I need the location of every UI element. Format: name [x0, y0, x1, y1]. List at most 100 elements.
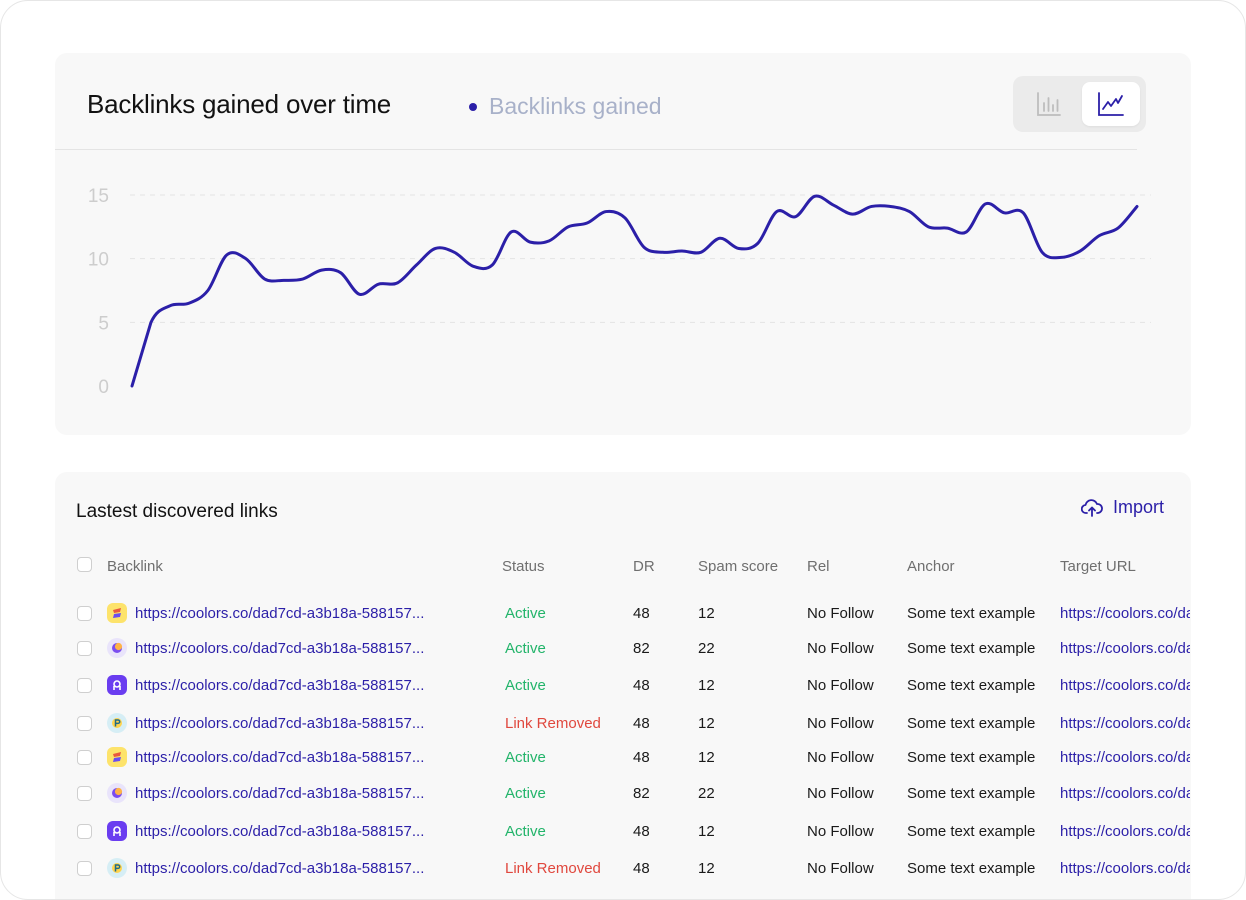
select-all-checkbox[interactable] — [77, 557, 92, 572]
spam-score-value: 12 — [698, 715, 715, 732]
row-checkbox[interactable] — [77, 606, 92, 621]
chart-header-divider — [55, 149, 1137, 150]
dr-value: 82 — [633, 640, 650, 657]
column-header-backlink[interactable]: Backlink — [107, 558, 163, 575]
target-url-link[interactable]: https://coolors.co/dad7cd — [1060, 605, 1190, 622]
spam-score-value: 22 — [698, 785, 715, 802]
anchor-text: Some text example — [907, 677, 1036, 694]
dr-value: 82 — [633, 785, 650, 802]
row-checkbox[interactable] — [77, 641, 92, 656]
anchor-text: Some text example — [907, 823, 1036, 840]
backlink-url-link[interactable]: https://coolors.co/dad7cd-a3b18a-588157.… — [135, 640, 425, 657]
target-url-link[interactable]: https://coolors.co/dad7cd — [1060, 640, 1190, 657]
y-tick-label: 10 — [88, 250, 109, 271]
target-url-link[interactable]: https://coolors.co/dad7cd — [1060, 677, 1190, 694]
rel-value: No Follow — [807, 749, 874, 766]
backlink-url-link[interactable]: https://coolors.co/dad7cd-a3b18a-588157.… — [135, 715, 425, 732]
dr-value: 48 — [633, 677, 650, 694]
line-chart-icon — [1098, 92, 1124, 116]
yellow-logo-icon — [107, 747, 127, 767]
column-header-target-url[interactable]: Target URL — [1060, 558, 1136, 575]
links-table-card: Lastest discovered links Import Backlink… — [55, 472, 1191, 899]
bar-chart-icon — [1037, 92, 1061, 116]
status-text: Link Removed — [505, 860, 601, 877]
status-text: Active — [505, 785, 546, 802]
dr-value: 48 — [633, 823, 650, 840]
anchor-text: Some text example — [907, 860, 1036, 877]
dr-value: 48 — [633, 749, 650, 766]
spam-score-value: 12 — [698, 823, 715, 840]
anchor-text: Some text example — [907, 749, 1036, 766]
rel-value: No Follow — [807, 677, 874, 694]
backlink-url-link[interactable]: https://coolors.co/dad7cd-a3b18a-588157.… — [135, 823, 425, 840]
table-row[interactable]: https://coolors.co/dad7cd-a3b18a-588157.… — [55, 854, 1191, 884]
backlink-url-link[interactable]: https://coolors.co/dad7cd-a3b18a-588157.… — [135, 605, 425, 622]
table-row[interactable]: https://coolors.co/dad7cd-a3b18a-588157.… — [55, 671, 1191, 701]
spam-score-value: 12 — [698, 605, 715, 622]
spam-score-value: 22 — [698, 640, 715, 657]
y-tick-label: 0 — [98, 377, 109, 398]
spam-score-value: 12 — [698, 860, 715, 877]
target-url-link[interactable]: https://coolors.co/dad7cd — [1060, 860, 1190, 877]
status-text: Active — [505, 640, 546, 657]
target-url-link[interactable]: https://coolors.co/dad7cd — [1060, 715, 1190, 732]
row-checkbox[interactable] — [77, 824, 92, 839]
series-line-backlinks-gained — [130, 194, 1139, 388]
yellow-logo-icon — [107, 603, 127, 623]
line-chart: 0 5 10 15 — [88, 186, 1151, 398]
cloud-upload-icon — [1080, 498, 1103, 517]
column-header-spam-score[interactable]: Spam score — [698, 558, 779, 575]
column-header-status[interactable]: Status — [502, 558, 545, 575]
target-url-link[interactable]: https://coolors.co/dad7cd — [1060, 749, 1190, 766]
chart-legend[interactable]: Backlinks gained — [469, 93, 662, 120]
row-checkbox[interactable] — [77, 716, 92, 731]
table-row[interactable]: https://coolors.co/dad7cd-a3b18a-588157.… — [55, 709, 1191, 739]
rel-value: No Follow — [807, 785, 874, 802]
table-title: Lastest discovered links — [76, 501, 278, 522]
rel-value: No Follow — [807, 715, 874, 732]
status-text: Active — [505, 677, 546, 694]
violet-app-icon — [107, 675, 127, 695]
rel-value: No Follow — [807, 640, 874, 657]
legend-label: Backlinks gained — [489, 93, 662, 119]
status-text: Active — [505, 605, 546, 622]
row-checkbox[interactable] — [77, 786, 92, 801]
status-text: Link Removed — [505, 715, 601, 732]
column-header-rel[interactable]: Rel — [807, 558, 830, 575]
table-row[interactable]: https://coolors.co/dad7cd-a3b18a-588157.… — [55, 599, 1191, 629]
backlink-url-link[interactable]: https://coolors.co/dad7cd-a3b18a-588157.… — [135, 749, 425, 766]
column-header-dr[interactable]: DR — [633, 558, 655, 575]
row-checkbox[interactable] — [77, 750, 92, 765]
import-label: Import — [1112, 497, 1164, 517]
import-button[interactable]: Import — [1080, 497, 1164, 518]
column-header-anchor[interactable]: Anchor — [907, 558, 955, 575]
target-url-link[interactable]: https://coolors.co/dad7cd — [1060, 823, 1190, 840]
dr-value: 48 — [633, 605, 650, 622]
rel-value: No Follow — [807, 823, 874, 840]
status-text: Active — [505, 823, 546, 840]
status-text: Active — [505, 749, 546, 766]
backlink-url-link[interactable]: https://coolors.co/dad7cd-a3b18a-588157.… — [135, 785, 425, 802]
table-row[interactable]: https://coolors.co/dad7cd-a3b18a-588157.… — [55, 743, 1191, 773]
target-url-link[interactable]: https://coolors.co/dad7cd — [1060, 785, 1190, 802]
backlink-url-link[interactable]: https://coolors.co/dad7cd-a3b18a-588157.… — [135, 677, 425, 694]
spam-score-value: 12 — [698, 677, 715, 694]
rel-value: No Follow — [807, 605, 874, 622]
anchor-text: Some text example — [907, 605, 1036, 622]
table-row[interactable]: https://coolors.co/dad7cd-a3b18a-588157.… — [55, 634, 1191, 664]
dr-value: 48 — [633, 715, 650, 732]
dr-value: 48 — [633, 860, 650, 877]
spam-score-value: 12 — [698, 749, 715, 766]
anchor-text: Some text example — [907, 640, 1036, 657]
purple-moon-icon — [107, 638, 127, 658]
table-row[interactable]: https://coolors.co/dad7cd-a3b18a-588157.… — [55, 817, 1191, 847]
table-row[interactable]: https://coolors.co/dad7cd-a3b18a-588157.… — [55, 779, 1191, 809]
line-chart-view-button[interactable] — [1082, 82, 1140, 126]
teal-p-icon — [107, 713, 127, 733]
row-checkbox[interactable] — [77, 861, 92, 876]
violet-app-icon — [107, 821, 127, 841]
row-checkbox[interactable] — [77, 678, 92, 693]
bar-chart-view-button[interactable] — [1020, 82, 1078, 126]
backlink-url-link[interactable]: https://coolors.co/dad7cd-a3b18a-588157.… — [135, 860, 425, 877]
